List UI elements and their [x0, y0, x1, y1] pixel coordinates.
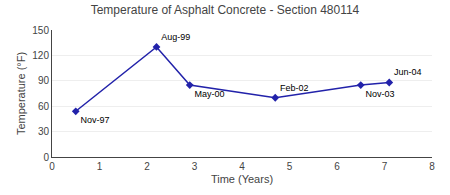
svg-text:0: 0	[49, 161, 55, 172]
svg-text:Temperature (°F): Temperature (°F)	[15, 52, 27, 135]
svg-text:6: 6	[334, 161, 340, 172]
svg-text:30: 30	[38, 126, 50, 137]
svg-text:1: 1	[97, 161, 103, 172]
svg-text:90: 90	[38, 75, 50, 86]
svg-text:4: 4	[239, 161, 245, 172]
svg-text:Temperature of Asphalt Concret: Temperature of Asphalt Concrete - Sectio…	[91, 3, 360, 17]
svg-text:150: 150	[32, 25, 49, 36]
svg-text:0: 0	[43, 152, 49, 163]
svg-text:5: 5	[287, 161, 293, 172]
svg-text:7: 7	[382, 161, 388, 172]
svg-text:3: 3	[192, 161, 198, 172]
svg-text:Nov-03: Nov-03	[366, 89, 395, 99]
svg-text:Time (Years): Time (Years)	[211, 173, 273, 185]
svg-text:Feb-02: Feb-02	[280, 83, 309, 93]
svg-text:Nov-97: Nov-97	[81, 115, 110, 125]
svg-text:2: 2	[144, 161, 150, 172]
svg-text:May-00: May-00	[195, 89, 225, 99]
svg-text:Jun-04: Jun-04	[394, 67, 422, 77]
svg-text:60: 60	[38, 101, 50, 112]
svg-text:8: 8	[429, 161, 435, 172]
svg-text:120: 120	[32, 50, 49, 61]
svg-text:Aug-99: Aug-99	[161, 32, 190, 42]
